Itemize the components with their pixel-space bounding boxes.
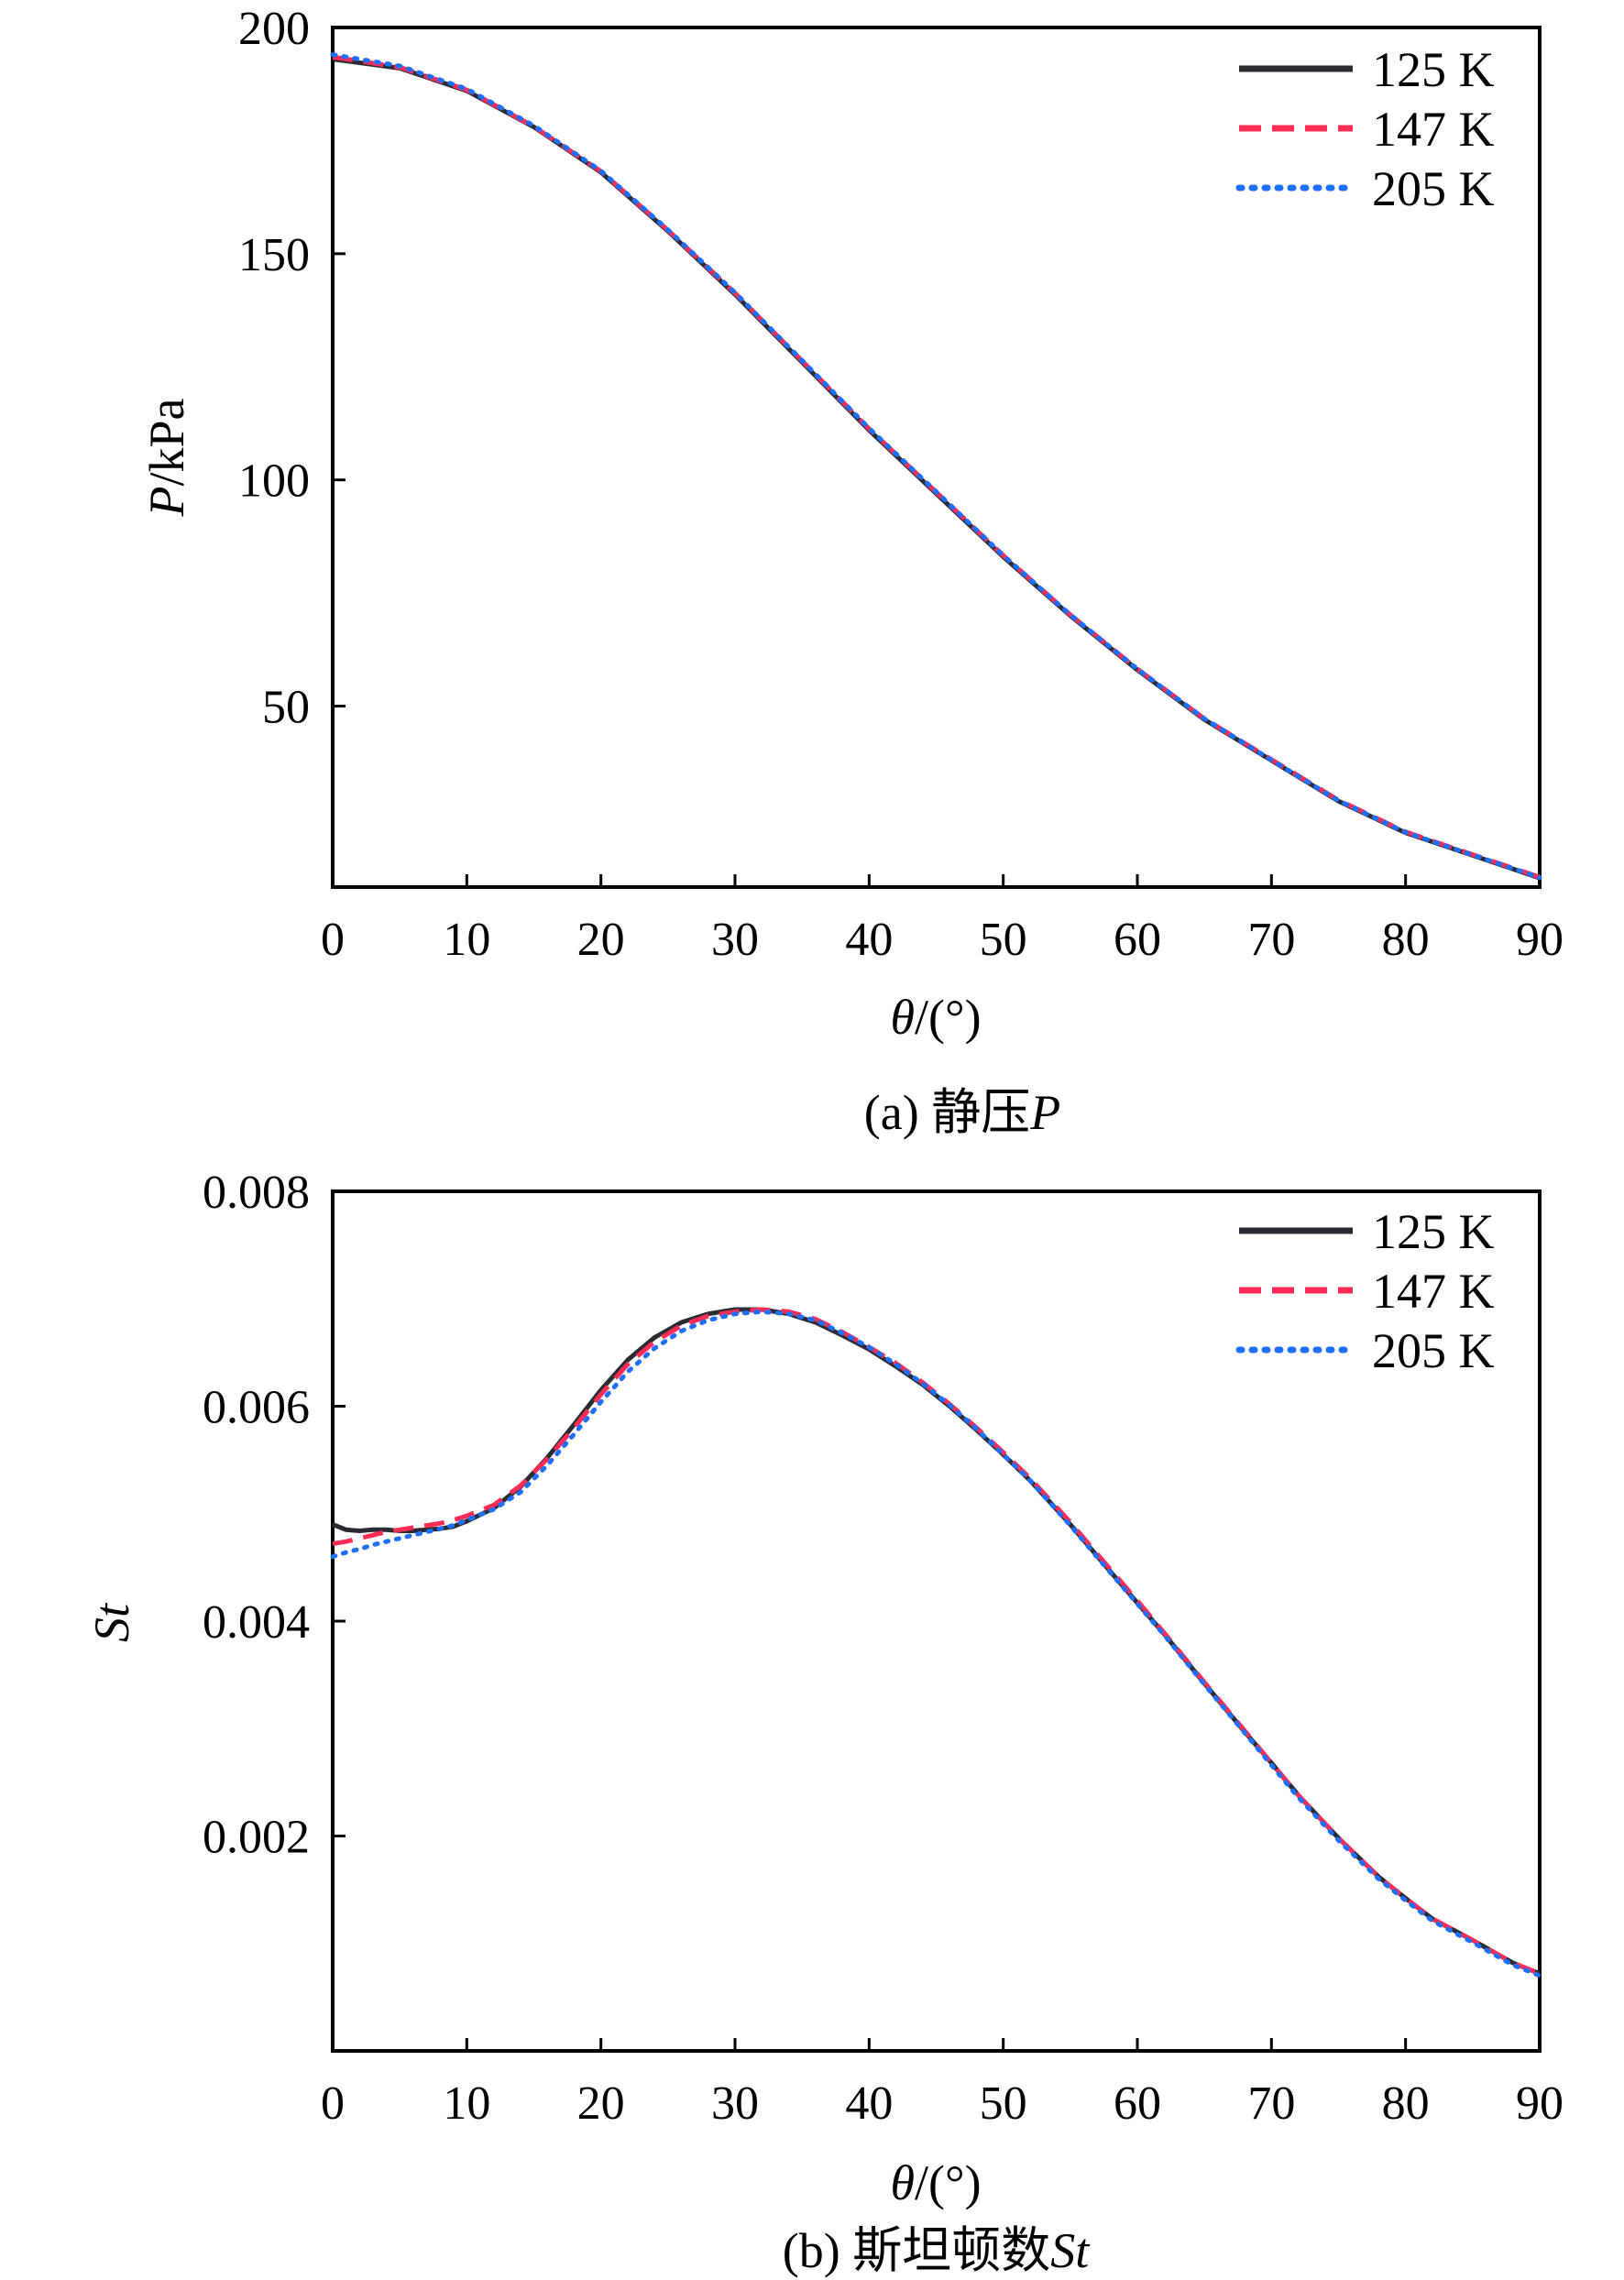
panel-a-legend-label: 205 K xyxy=(1372,161,1495,216)
panel-a-caption-prefix: (a) 静压 xyxy=(864,1085,1030,1140)
panel-a-caption: (a) 静压P xyxy=(864,1085,1060,1140)
panel-a-xlabel-symbol: θ xyxy=(890,990,915,1045)
panel-b-ytick-label: 0.004 xyxy=(203,1596,310,1649)
panel-b-xtick-label: 30 xyxy=(711,2077,759,2130)
panel-b-ytick-label: 0.008 xyxy=(203,1167,310,1219)
panel-a-legend-label: 125 K xyxy=(1372,42,1495,97)
panel-a-xtick-label: 60 xyxy=(1114,914,1161,966)
panel-b-xtick-label: 10 xyxy=(443,2077,490,2130)
panel-b-xlabel-unit: /(°) xyxy=(915,2155,982,2210)
panel-b-caption-symbol: St xyxy=(1050,2223,1091,2278)
panel-b-legend-label: 147 K xyxy=(1372,1264,1495,1319)
panel-a-xlabel-unit: /(°) xyxy=(915,990,982,1045)
panel-b-xtick-label: 40 xyxy=(845,2077,893,2130)
panel-a-ticks: 0 10 20 30 40 50 60 70 80 90 50 100 150 200 xyxy=(238,3,1564,966)
panel-a-xtick-label: 0 xyxy=(321,914,345,966)
panel-b-xtick-label: 90 xyxy=(1516,2077,1564,2130)
panel-b-caption-prefix: (b) 斯坦顿数 xyxy=(783,2223,1050,2278)
panel-a-plot-frame xyxy=(331,26,1542,889)
panel-b-xtick-label: 60 xyxy=(1114,2077,1161,2130)
panel-a-xtick-label: 70 xyxy=(1247,914,1295,966)
panel-a-series-lines xyxy=(330,52,1542,881)
panel-b-series-lines xyxy=(330,1307,1542,1979)
panel-a-xlabel: θ/(°) xyxy=(890,990,981,1045)
panel-a-ytick-label: 200 xyxy=(238,3,310,55)
panel-a-xtick-label: 90 xyxy=(1516,914,1564,966)
panel-b-xtick-label: 70 xyxy=(1247,2077,1295,2130)
panel-a-legend-label: 147 K xyxy=(1372,102,1495,157)
panel-b-xtick-label: 80 xyxy=(1382,2077,1430,2130)
panel-a-ylabel: P/kPa xyxy=(139,398,194,517)
panel-a-ylabel-symbol: P xyxy=(139,487,194,518)
panel-b-xlabel-symbol: θ xyxy=(890,2155,915,2210)
panel-b-legend-label: 205 K xyxy=(1372,1323,1495,1378)
panel-a-static-pressure: 0 10 20 30 40 50 60 70 80 90 50 100 150 200 125 K147 … xyxy=(139,3,1564,1140)
panel-a-ytick-label: 100 xyxy=(238,455,310,508)
panel-b-legend-label: 125 K xyxy=(1372,1204,1495,1259)
panel-b-ylabel-symbol: St xyxy=(84,1602,139,1642)
panel-b-ticks: 0 10 20 30 40 50 60 70 80 90 0.002 0.004 0.006 0.008 xyxy=(203,1167,1564,2130)
panel-b-ytick-label: 0.006 xyxy=(203,1382,310,1434)
panel-a-xtick-label: 20 xyxy=(577,914,625,966)
panel-b-xtick-label: 20 xyxy=(577,2077,625,2130)
panel-a-xtick-label: 30 xyxy=(711,914,759,966)
panel-b-xlabel: θ/(°) xyxy=(890,2155,981,2210)
panel-b-ylabel: St xyxy=(84,1602,139,1642)
panel-a-ylabel-unit: /kPa xyxy=(139,398,194,486)
panel-a-xtick-label: 40 xyxy=(845,914,893,966)
panel-b-ytick-label: 0.002 xyxy=(203,1812,310,1864)
panel-b-xtick-label: 0 xyxy=(321,2077,345,2130)
panel-b-stanton-number: 0 10 20 30 40 50 60 70 80 900.0020.0040.0060.008 … xyxy=(84,1167,1564,2278)
panel-b-caption: (b) 斯坦顿数St xyxy=(783,2223,1091,2278)
panel-b-series-205k xyxy=(330,1309,1542,1979)
panel-a-xtick-label: 80 xyxy=(1382,914,1430,966)
panel-a-xtick-label: 50 xyxy=(980,914,1027,966)
panel-a-series-205k xyxy=(330,52,1542,881)
panel-b-xtick-label: 50 xyxy=(980,2077,1027,2130)
panel-a-ytick-label: 150 xyxy=(238,229,310,281)
panel-a-caption-symbol: P xyxy=(1029,1085,1060,1140)
panel-a-ytick-label: 50 xyxy=(262,682,310,734)
panel-a-xtick-label: 10 xyxy=(443,914,490,966)
